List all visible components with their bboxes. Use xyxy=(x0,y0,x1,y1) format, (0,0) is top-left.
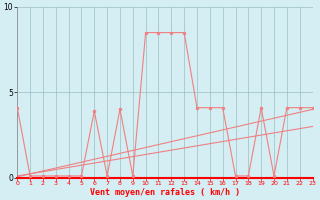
X-axis label: Vent moyen/en rafales ( km/h ): Vent moyen/en rafales ( km/h ) xyxy=(90,188,240,197)
